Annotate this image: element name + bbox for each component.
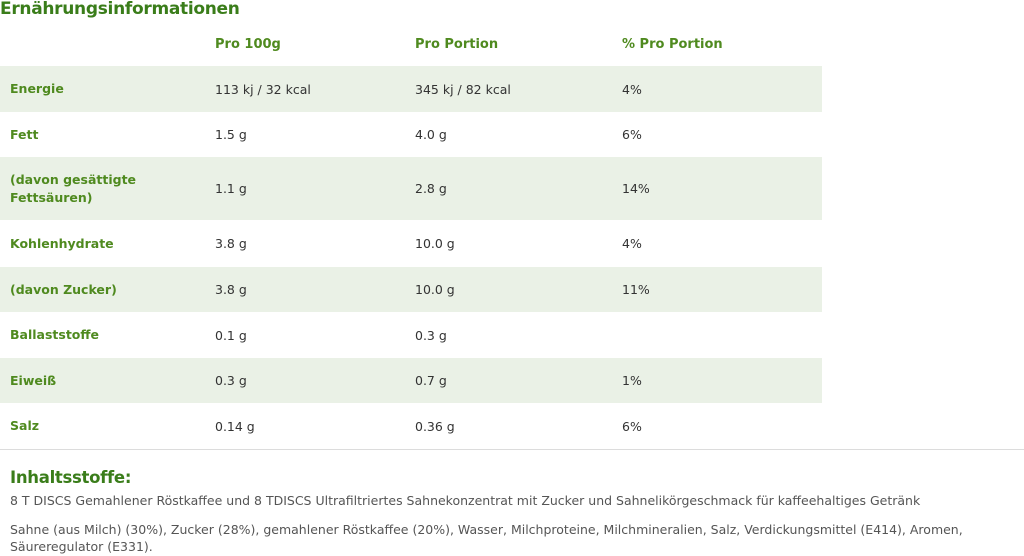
value-percent: 1%	[622, 373, 642, 388]
table-row: Kohlenhydrate 3.8 g 10.0 g 4%	[0, 220, 822, 267]
value-per-portion: 10.0 g	[415, 236, 455, 251]
table-row: (davon Zucker) 3.8 g 10.0 g 11%	[0, 267, 822, 312]
value-per-100g: 113 kj / 32 kcal	[215, 81, 311, 97]
ingredients-product-description: 8 T DISCS Gemahlener Röstkaffee und 8 TD…	[10, 493, 921, 508]
header-per-portion: Pro Portion	[415, 36, 499, 52]
table-row: Fett 1.5 g 4.0 g 6%	[0, 112, 822, 157]
value-per-100g: 1.1 g	[215, 181, 247, 196]
nutrient-name: Ballaststoffe	[10, 327, 99, 342]
value-per-portion: 345 kj / 82 kcal	[415, 81, 511, 97]
value-percent: 4%	[622, 81, 642, 97]
value-percent: 4%	[622, 236, 642, 251]
value-per-100g: 0.14 g	[215, 418, 255, 434]
value-per-100g: 0.3 g	[215, 373, 247, 388]
value-per-100g: 0.1 g	[215, 327, 247, 343]
table-row: Energie 113 kj / 32 kcal 345 kj / 82 kca…	[0, 66, 822, 112]
value-per-100g: 3.8 g	[215, 282, 247, 297]
value-per-portion: 0.3 g	[415, 327, 447, 343]
header-per-100g: Pro 100g	[215, 36, 281, 52]
value-per-portion: 0.7 g	[415, 373, 447, 388]
table-row: (davon gesättigte Fettsäuren) 1.1 g 2.8 …	[0, 157, 822, 220]
ingredients-heading: Inhaltsstoffe:	[10, 468, 132, 487]
header-percent-per-portion: % Pro Portion	[622, 36, 723, 52]
value-percent: 11%	[622, 282, 650, 297]
nutrient-name: Fett	[10, 126, 39, 142]
nutrient-name: (davon Zucker)	[10, 281, 117, 297]
value-percent: 6%	[622, 418, 642, 434]
value-percent: 6%	[622, 127, 642, 142]
table-header: Pro 100g Pro Portion % Pro Portion	[0, 22, 822, 66]
value-per-portion: 2.8 g	[415, 181, 447, 196]
nutrient-name: Salz	[10, 418, 39, 433]
value-per-portion: 10.0 g	[415, 282, 455, 297]
nutrient-name: Energie	[10, 81, 64, 96]
table-row: Ballaststoffe 0.1 g 0.3 g	[0, 312, 822, 358]
value-percent: 14%	[622, 181, 650, 196]
table-row: Eiweiß 0.3 g 0.7 g 1%	[0, 358, 822, 403]
nutrient-name: Kohlenhydrate	[10, 235, 114, 251]
value-per-100g: 3.8 g	[215, 236, 247, 251]
ingredients-list: Sahne (aus Milch) (30%), Zucker (28%), g…	[10, 522, 963, 554]
value-per-portion: 4.0 g	[415, 127, 447, 142]
section-divider	[0, 449, 1024, 450]
table-row: Salz 0.14 g 0.36 g 6%	[0, 403, 822, 449]
value-per-portion: 0.36 g	[415, 418, 455, 434]
nutrition-table: Pro 100g Pro Portion % Pro Portion Energ…	[0, 22, 822, 449]
nutrient-name: (davon gesättigte Fettsäuren)	[10, 171, 137, 205]
value-per-100g: 1.5 g	[215, 127, 247, 142]
nutrient-name: Eiweiß	[10, 372, 57, 388]
page-title: Ernährungsinformationen	[0, 0, 240, 19]
